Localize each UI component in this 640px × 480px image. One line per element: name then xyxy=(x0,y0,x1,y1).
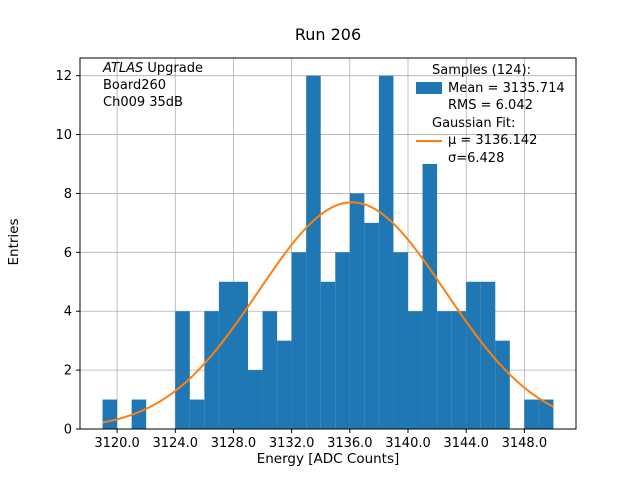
histogram-bar xyxy=(408,311,423,429)
x-tick-label: 3144.0 xyxy=(443,436,489,451)
histogram-bar xyxy=(495,340,510,429)
histogram-bar xyxy=(262,311,278,429)
histogram-bar xyxy=(393,252,408,429)
histogram-bar xyxy=(233,281,248,429)
histogram-bar xyxy=(538,399,554,429)
histogram-bar xyxy=(248,370,263,429)
x-tick-label: 3120.0 xyxy=(94,436,140,451)
legend-mean-label: Mean = 3135.714 xyxy=(448,80,565,96)
x-tick-label: 3148.0 xyxy=(502,436,548,451)
x-tick-label: 3136.0 xyxy=(327,436,373,451)
histogram-bar xyxy=(480,281,496,429)
histogram-bar xyxy=(466,281,481,429)
histogram-bar xyxy=(189,399,205,429)
legend-fit-header: Gaussian Fit: xyxy=(432,115,516,131)
annotation-block: ATLAS Upgrade Board260 Ch009 35dB xyxy=(103,60,203,111)
annotation-atlas: ATLAS xyxy=(103,61,144,76)
legend-sigma-row: σ=6.428 xyxy=(416,150,565,168)
histogram-bar xyxy=(378,75,394,430)
legend-rms-label: RMS = 6.042 xyxy=(448,98,533,113)
y-tick-label: 8 xyxy=(64,187,72,202)
legend-sigma-label: σ=6.428 xyxy=(448,150,505,166)
gaussian-fit-curve xyxy=(102,201,554,424)
chart-title: Run 206 xyxy=(294,25,362,44)
histogram-bar xyxy=(349,193,365,429)
histogram-bar xyxy=(175,311,190,429)
fit-line-swatch-icon xyxy=(416,139,448,142)
histogram-bar xyxy=(218,281,234,429)
histogram-bar xyxy=(437,311,452,429)
histogram-bar xyxy=(131,399,147,429)
histogram-bar xyxy=(102,399,118,429)
legend-mu-label: μ = 3136.142 xyxy=(448,133,538,148)
x-axis-label: Energy [ADC Counts] xyxy=(256,451,400,467)
y-axis-label: Entries xyxy=(6,218,22,266)
histogram-bar xyxy=(277,340,292,429)
histogram-swatch-icon xyxy=(416,82,448,95)
x-tick-label: 3140.0 xyxy=(385,436,431,451)
legend-mu-row: μ = 3136.142 xyxy=(416,132,565,150)
y-tick-label: 2 xyxy=(64,364,72,379)
histogram-bar xyxy=(291,252,307,429)
histogram-bar xyxy=(335,252,350,429)
x-tick-label: 3124.0 xyxy=(153,436,199,451)
histogram-bar xyxy=(320,281,336,429)
annotation-board: Board260 xyxy=(103,78,167,93)
histogram-bar xyxy=(451,311,467,429)
y-tick-label: 10 xyxy=(55,128,72,143)
x-tick-label: 3132.0 xyxy=(269,436,315,451)
legend: Samples (124): Mean = 3135.714 RMS = 6.0… xyxy=(416,62,565,167)
histogram-bar xyxy=(422,164,438,429)
histogram-bar xyxy=(306,75,321,430)
histogram-bar xyxy=(524,399,539,429)
y-tick-label: 6 xyxy=(64,246,72,261)
y-tick-label: 12 xyxy=(55,69,72,84)
legend-samples-header: Samples (124): xyxy=(432,63,531,78)
x-tick-label: 3128.0 xyxy=(211,436,257,451)
y-tick-label: 4 xyxy=(64,305,72,320)
histogram-bar xyxy=(204,311,219,429)
annotation-line-1: ATLAS Upgrade xyxy=(103,60,203,77)
axes-frame xyxy=(79,57,577,430)
annotation-channel: Ch009 35dB xyxy=(103,95,183,110)
legend-mean-row: Mean = 3135.714 xyxy=(416,80,565,98)
legend-rms-row: RMS = 6.042 xyxy=(416,97,565,115)
annotation-upgrade: Upgrade xyxy=(143,61,203,76)
histogram-bar xyxy=(364,222,379,429)
y-tick-label: 0 xyxy=(64,423,72,438)
